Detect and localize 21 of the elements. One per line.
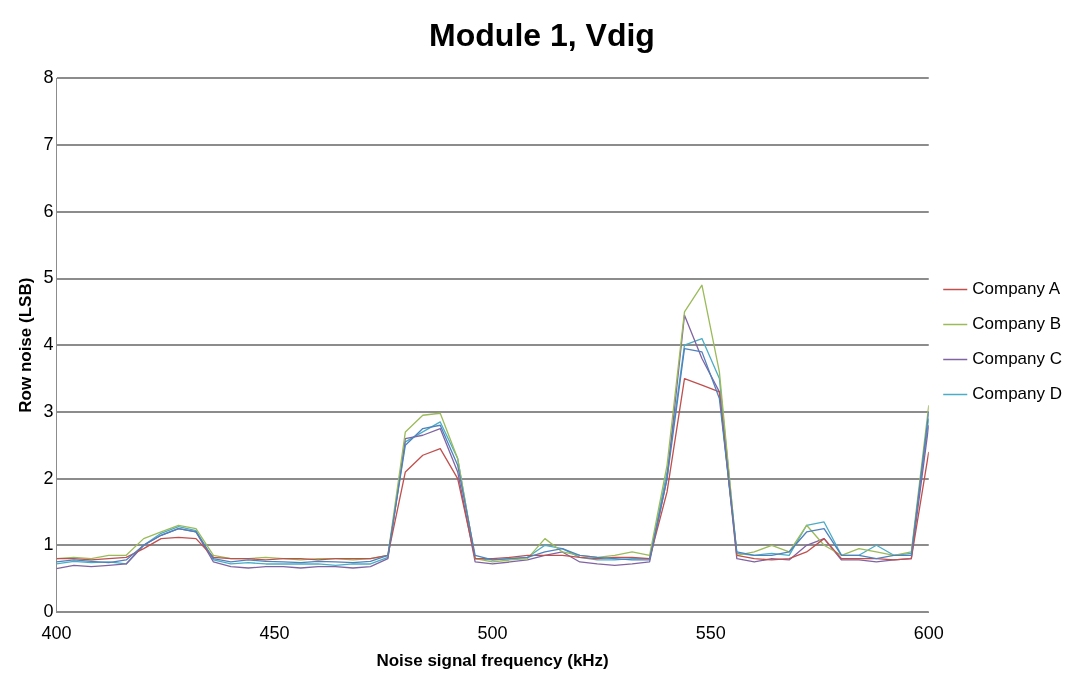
legend-label: Company C (972, 349, 1063, 369)
y-tick-label: 2 (43, 467, 54, 488)
x-tick-label: 500 (477, 622, 508, 643)
x-tick-label: 550 (695, 622, 726, 643)
x-tick-label: 600 (913, 622, 944, 643)
x-axis-title: Noise signal frequency (kHz) (376, 651, 609, 671)
y-axis-title: Row noise (LSB) (15, 277, 35, 413)
y-tick-label: 0 (43, 600, 54, 621)
y-tick-label: 5 (43, 267, 54, 288)
x-tick-label: 450 (259, 622, 290, 643)
chart-title: Module 1, Vdig (429, 17, 655, 54)
legend-label: Company B (972, 314, 1062, 334)
x-tick-label: 400 (41, 622, 72, 643)
legend-label: Company A (972, 279, 1061, 299)
y-tick-label: 3 (43, 400, 54, 421)
y-tick-label: 7 (43, 134, 54, 155)
y-tick-label: 4 (43, 334, 54, 355)
y-tick-label: 6 (43, 200, 54, 221)
y-tick-label: 1 (43, 534, 54, 555)
y-tick-label: 8 (43, 67, 54, 88)
legend-label: Company D (972, 384, 1063, 404)
